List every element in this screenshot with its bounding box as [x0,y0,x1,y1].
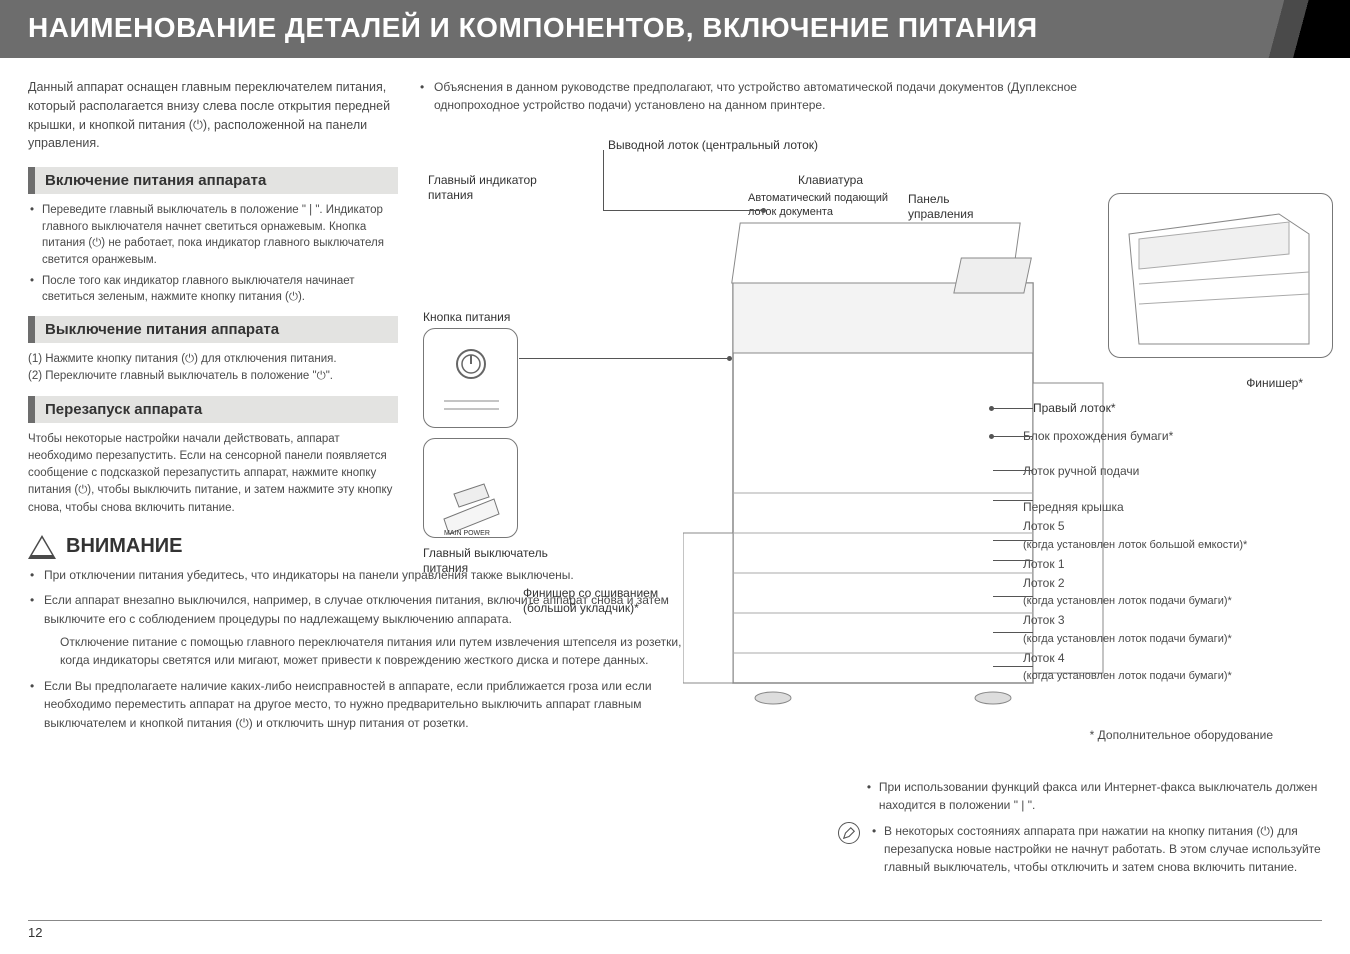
label-main-indicator: Главный индикатор питания [428,173,568,203]
right-labels-stack: Блок прохождения бумаги* Лоток ручной по… [1023,428,1323,687]
bottom-note-1: При использовании функций факса или Инте… [879,780,1317,812]
power-on-item: Переведите главный выключатель в положен… [28,202,398,269]
power-off-item: (2) Переключите главный выключатель в по… [28,368,398,385]
top-note: Объяснения в данном руководстве предпола… [418,78,1138,114]
power-off-list: (1) Нажмите кнопку питания (⏻) для отклю… [28,351,398,386]
label-finisher: Финишер* [1246,376,1303,391]
label-tray3: Лоток 3 [1023,612,1323,629]
finisher-callout [1108,193,1333,358]
printer-diagram: MAIN POWER Выводной лоток (центральный л… [423,138,1333,758]
power-on-list: Переведите главный выключатель в положен… [28,202,398,306]
label-paper-pass: Блок прохождения бумаги* [1023,428,1323,445]
label-tray4: Лоток 4 [1023,650,1323,667]
page-body: Данный аппарат оснащен главным переключа… [0,58,1350,750]
svg-text:MAIN POWER: MAIN POWER [444,530,490,537]
label-adf: Автоматический подающий лоток документа [748,192,898,220]
section-power-on-heading: Включение питания аппарата [28,167,398,194]
label-power-button: Кнопка питания [423,310,510,325]
label-main-switch: Главный выключатель питания [423,546,583,576]
bottom-notes: • При использовании функций факса или Ин… [838,778,1338,884]
label-tray5: Лоток 5 [1023,518,1323,535]
bottom-note-2: В некоторых состояниях аппарата при нажа… [884,824,1321,874]
label-tray2-sub: (когда установлен лоток подачи бумаги)* [1023,594,1323,610]
power-off-item: (1) Нажмите кнопку питания (⏻) для отклю… [28,351,398,368]
caution-heading: ВНИМАНИЕ [28,535,398,559]
page-header: НАИМЕНОВАНИЕ ДЕТАЛЕЙ И КОМПОНЕНТОВ, ВКЛЮ… [0,0,1350,58]
section-restart-heading: Перезапуск аппарата [28,396,398,423]
page-number: 12 [28,920,1322,940]
label-tray1: Лоток 1 [1023,556,1323,573]
label-finisher-stapler: Финишер со сшиванием (большой укладчик)* [523,586,693,616]
left-column: Данный аппарат оснащен главным переключа… [28,78,398,740]
power-on-item: После того как индикатор главного выключ… [28,273,398,306]
intro-paragraph: Данный аппарат оснащен главным переключа… [28,78,398,153]
main-switch-callout: MAIN POWER [423,438,518,538]
label-tray3-sub: (когда установлен лоток подачи бумаги)* [1023,632,1323,648]
pencil-icon [838,822,860,844]
right-column: Объяснения в данном руководстве предпола… [418,78,1322,740]
warning-triangle-icon [28,535,56,559]
label-right-tray: Правый лоток* [1033,401,1116,416]
label-tray2: Лоток 2 [1023,575,1323,592]
restart-paragraph: Чтобы некоторые настройки начали действо… [28,431,398,517]
label-op-panel: Панель управления [908,192,998,222]
label-tray5-sub: (когда установлен лоток большой емкости)… [1023,538,1323,554]
label-front-cover: Передняя крышка [1023,499,1323,516]
label-exit-tray: Выводной лоток (центральный лоток) [608,138,818,153]
power-button-callout [423,328,518,428]
label-keyboard: Клавиатура [798,173,863,188]
optional-equipment-note: * Дополнительное оборудование [1090,728,1273,742]
section-power-off-heading: Выключение питания аппарата [28,316,398,343]
label-bypass: Лоток ручной подачи [1023,463,1323,480]
caution-title: ВНИМАНИЕ [66,535,183,558]
label-tray4-sub: (когда установлен лоток подачи бумаги)* [1023,669,1323,685]
page-title: НАИМЕНОВАНИЕ ДЕТАЛЕЙ И КОМПОНЕНТОВ, ВКЛЮ… [28,12,1038,43]
